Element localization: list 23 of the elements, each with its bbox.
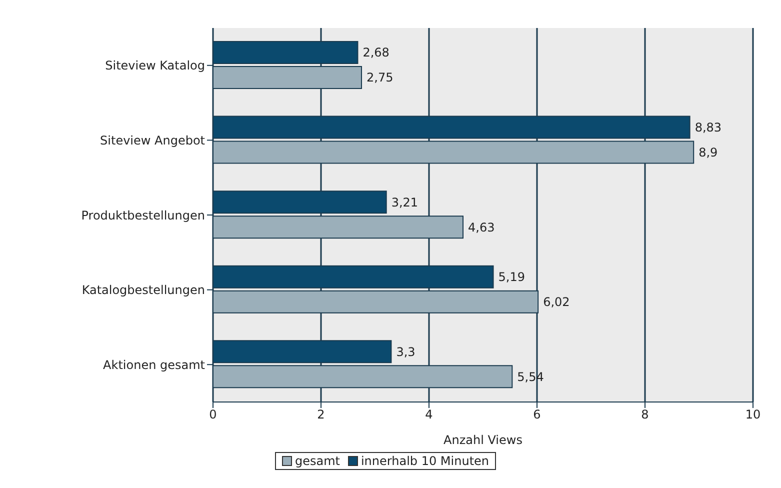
y-tick-label: Produktbestellungen: [81, 208, 205, 222]
data-label: 5,19: [498, 270, 525, 284]
data-label: 8,9: [698, 146, 718, 160]
data-label: 8,83: [694, 120, 722, 135]
x-axis-title: Anzahl Views: [444, 433, 522, 447]
y-tick-label: Katalogbestellungen: [82, 283, 205, 298]
data-label: 3,3: [396, 344, 416, 359]
x-tick-label: 2: [317, 408, 325, 422]
legend-label: innerhalb 10 Minuten: [360, 454, 490, 468]
data-label: 3,21: [391, 195, 418, 210]
y-tick-label: Siteview Katalog: [105, 58, 205, 73]
x-tick-label: 0: [209, 408, 217, 422]
x-tick-label: 6: [533, 408, 541, 422]
data-label: 2,68: [362, 46, 390, 60]
x-tick-label: 4: [425, 408, 433, 422]
y-tick-label: Siteview Angebot: [100, 133, 206, 148]
x-tick-label: 8: [641, 408, 649, 422]
y-tick-label: Aktionen gesamt: [103, 358, 206, 372]
data-label: 6,02: [543, 295, 570, 310]
data-label: 4,63: [468, 220, 495, 234]
data-label: 2,75: [366, 70, 394, 85]
x-tick-label: 10: [745, 408, 761, 422]
legend-label: gesamt: [294, 454, 340, 468]
